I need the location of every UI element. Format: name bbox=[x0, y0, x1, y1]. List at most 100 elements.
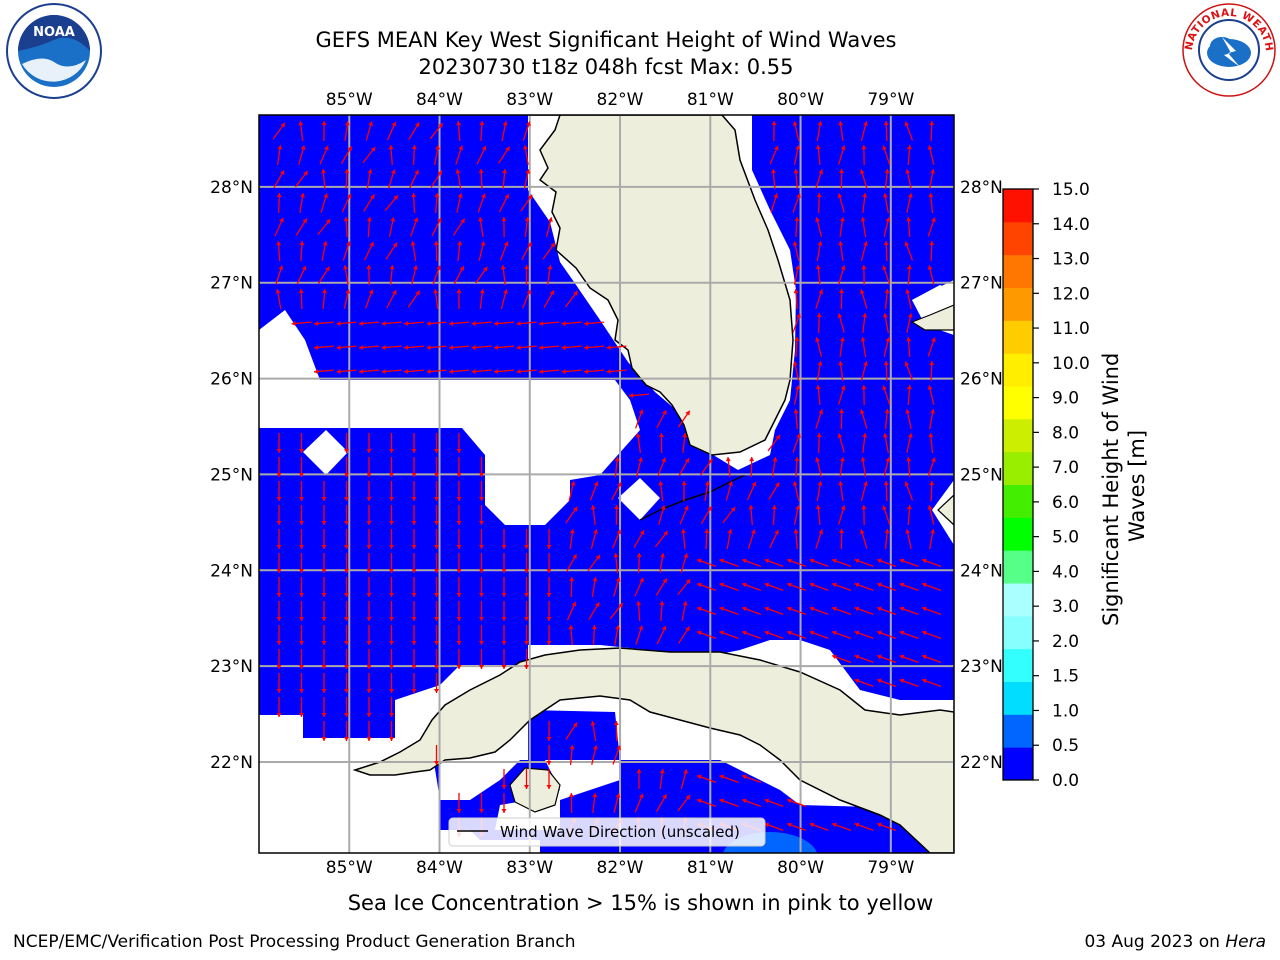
wave-arrow bbox=[479, 793, 484, 813]
wave-arrow bbox=[792, 361, 800, 381]
wave-arrow bbox=[411, 649, 417, 669]
wave-arrow bbox=[786, 798, 807, 808]
wave-arrow bbox=[682, 432, 688, 454]
wave-arrow bbox=[299, 673, 304, 693]
wave-arrow bbox=[793, 528, 799, 550]
wave-arrow bbox=[809, 822, 829, 832]
wave-arrow bbox=[876, 678, 897, 688]
wave-arrow bbox=[276, 529, 282, 549]
wave-arrow bbox=[809, 606, 829, 616]
wave-arrow bbox=[276, 553, 282, 573]
wave-arrow bbox=[524, 216, 530, 238]
wave-arrow bbox=[524, 601, 529, 621]
colorbar-segment bbox=[1003, 484, 1033, 518]
wave-arrow bbox=[771, 120, 777, 142]
wave-arrow bbox=[321, 120, 327, 142]
legend-label: Wind Wave Direction (unscaled) bbox=[500, 823, 740, 841]
colorbar: 0.0 0.5 1.0 1.5 2.0 3.0 4.0 5.0 6.0 7.0 8.0 9.0 10.0… bbox=[1002, 180, 1090, 791]
wave-arrow bbox=[882, 505, 891, 525]
wave-arrow bbox=[747, 529, 756, 549]
colorbar-tick-label: 4.0 bbox=[1052, 562, 1079, 582]
wave-arrow bbox=[516, 345, 537, 351]
wave-arrow bbox=[884, 528, 890, 550]
wave-arrow bbox=[680, 553, 689, 573]
lon-tick-label: 83°W bbox=[506, 90, 553, 110]
wave-arrow bbox=[859, 289, 868, 309]
wave-arrow bbox=[317, 218, 331, 236]
wave-arrow bbox=[770, 168, 776, 190]
wave-arrow bbox=[448, 345, 470, 351]
wave-arrow bbox=[876, 630, 897, 640]
wave-arrow bbox=[635, 433, 642, 453]
wave-arrow bbox=[343, 216, 349, 238]
wave-arrow bbox=[838, 361, 844, 381]
wave-arrow bbox=[659, 600, 665, 622]
wave-arrow bbox=[387, 169, 396, 189]
wave-arrow bbox=[809, 630, 829, 640]
wave-arrow bbox=[389, 433, 394, 453]
wave-arrow bbox=[884, 408, 890, 430]
noaa-logo: NOAA bbox=[6, 3, 102, 99]
colorbar-tick-label: 1.5 bbox=[1052, 667, 1079, 687]
wave-arrow bbox=[366, 433, 372, 453]
wave-arrow bbox=[928, 192, 934, 214]
wave-arrow bbox=[634, 577, 644, 597]
wave-arrow bbox=[854, 678, 874, 688]
wave-arrow bbox=[831, 822, 852, 832]
wave-arrow bbox=[794, 336, 800, 358]
wave-arrow bbox=[794, 456, 800, 478]
wave-arrow bbox=[786, 582, 807, 592]
wave-arrow bbox=[719, 558, 739, 568]
colorbar-segment bbox=[1003, 221, 1033, 256]
wave-arrow bbox=[587, 554, 601, 572]
wave-arrow bbox=[321, 241, 328, 261]
lat-tick-label: 22°N bbox=[960, 753, 1003, 773]
wave-arrow bbox=[276, 145, 283, 165]
wave-arrow bbox=[275, 265, 284, 285]
wave-arrow bbox=[860, 217, 867, 237]
wave-arrow bbox=[764, 630, 784, 640]
wave-arrow bbox=[719, 606, 739, 616]
sea-ice-note: Sea Ice Concentration > 15% is shown in … bbox=[347, 891, 934, 915]
wave-arrow bbox=[815, 169, 824, 189]
wave-arrow bbox=[389, 697, 394, 717]
wave-arrow bbox=[344, 529, 349, 549]
wave-arrow bbox=[433, 289, 439, 309]
wave-arrow bbox=[479, 289, 485, 309]
wave-arrow bbox=[815, 144, 821, 166]
wave-arrow bbox=[612, 529, 622, 549]
wave-arrow bbox=[589, 481, 599, 501]
wave-arrow bbox=[364, 241, 374, 261]
wave-arrow bbox=[611, 481, 622, 501]
wave-arrow bbox=[815, 457, 823, 477]
wave-arrow bbox=[634, 409, 644, 429]
wave-arrow bbox=[876, 606, 897, 616]
wave-arrow bbox=[366, 697, 372, 717]
land-florida bbox=[528, 115, 794, 456]
wave-arrow bbox=[384, 194, 399, 212]
wave-arrow bbox=[546, 601, 552, 621]
wave-arrow bbox=[838, 121, 844, 141]
wave-arrow bbox=[854, 630, 874, 640]
wave-arrow bbox=[719, 798, 739, 808]
wave-arrow bbox=[793, 505, 801, 525]
wave-arrow bbox=[522, 121, 531, 141]
lon-tick-label: 85°W bbox=[326, 858, 373, 878]
colorbar-tick-label: 6.0 bbox=[1052, 493, 1079, 513]
wave-arrow bbox=[904, 121, 914, 141]
wave-arrow bbox=[590, 504, 596, 526]
wave-arrow bbox=[929, 120, 935, 142]
wave-arrow bbox=[905, 289, 912, 309]
wave-arrow bbox=[456, 120, 462, 142]
colorbar-label-line2: Waves [m] bbox=[1125, 430, 1149, 542]
wave-arrow bbox=[276, 240, 282, 262]
wave-arrow bbox=[299, 481, 304, 501]
wave-arrow bbox=[411, 625, 417, 645]
wave-arrow bbox=[590, 721, 597, 741]
wave-arrow bbox=[927, 217, 936, 237]
wave-arrow bbox=[407, 290, 421, 308]
wave-arrow bbox=[654, 530, 669, 548]
longitude-labels-bottom: 85°W 84°W 83°W 82°W 81°W 80°W 79°W bbox=[326, 858, 915, 878]
wave-arrow bbox=[837, 193, 845, 213]
wave-arrow bbox=[769, 145, 779, 165]
